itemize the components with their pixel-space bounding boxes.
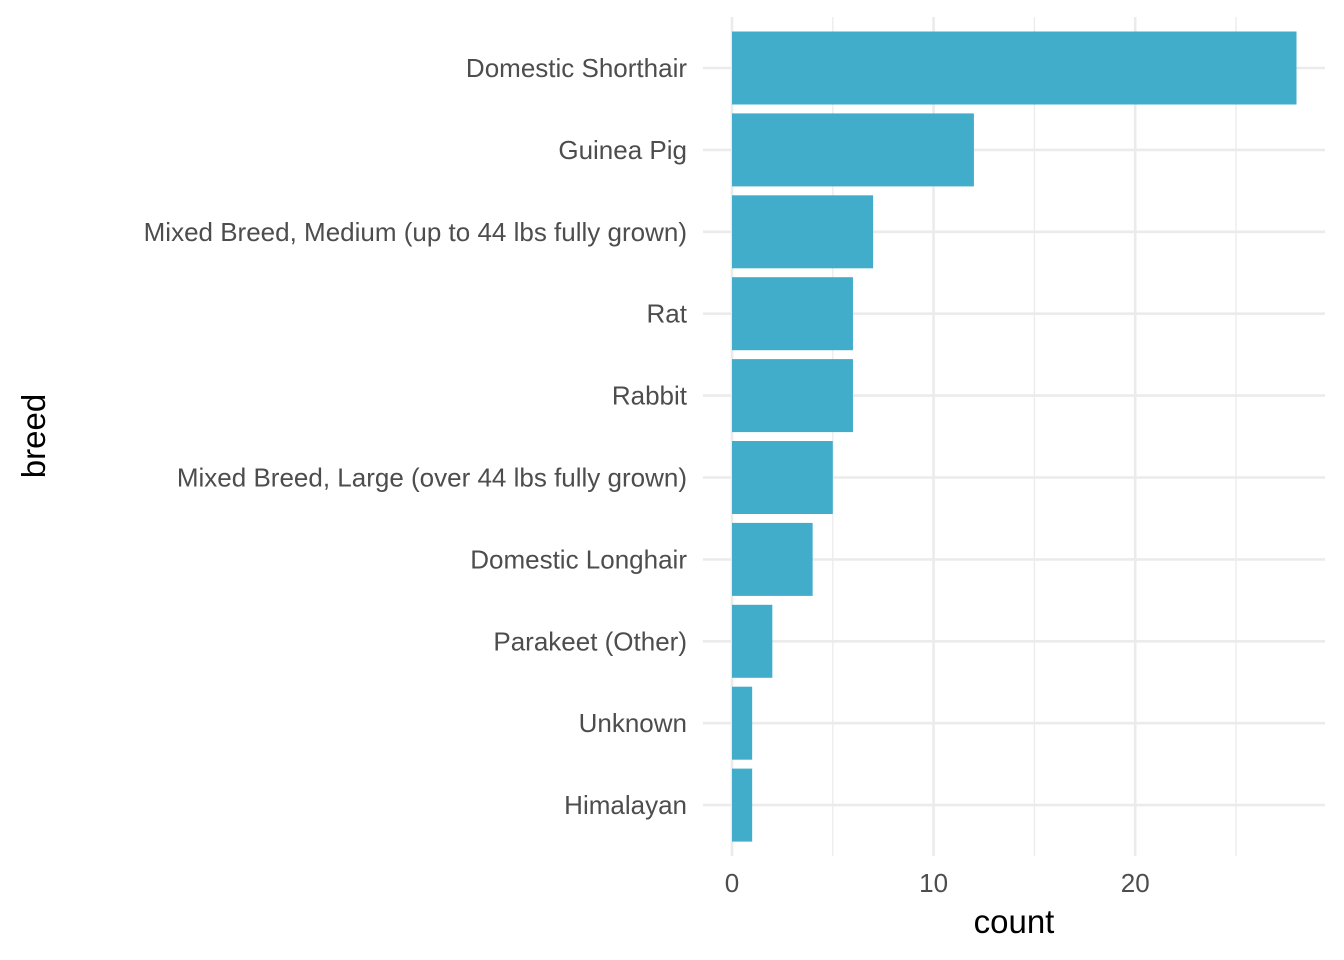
x-axis-title: count	[974, 903, 1055, 940]
bars	[732, 31, 1297, 842]
x-tick-label: 20	[1121, 868, 1150, 898]
x-tick-labels: 0 10 20	[725, 868, 1150, 898]
y-tick-label: Mixed Breed, Large (over 44 lbs fully gr…	[177, 463, 687, 493]
x-tick-label: 10	[919, 868, 948, 898]
y-tick-label: Domestic Longhair	[470, 544, 687, 574]
bar	[732, 359, 853, 433]
bar	[732, 604, 773, 678]
y-tick-label: Rabbit	[612, 381, 688, 411]
y-tick-label: Himalayan	[564, 790, 687, 820]
bar	[732, 522, 813, 596]
bar	[732, 441, 833, 514]
bar	[732, 113, 974, 187]
bar	[732, 277, 853, 351]
y-axis-title: breed	[15, 394, 52, 478]
bar	[732, 768, 753, 842]
bar	[732, 195, 874, 269]
y-tick-label: Mixed Breed, Medium (up to 44 lbs fully …	[144, 217, 687, 247]
y-tick-label: Guinea Pig	[558, 135, 687, 165]
y-tick-labels: Domestic Shorthair Guinea Pig Mixed Breed,…	[144, 53, 688, 820]
y-tick-label: Parakeet (Other)	[493, 626, 687, 656]
y-tick-label: Unknown	[579, 708, 687, 738]
bar	[732, 31, 1297, 105]
bar	[732, 686, 753, 760]
x-tick-label: 0	[725, 868, 739, 898]
y-tick-label: Domestic Shorthair	[466, 53, 687, 83]
y-tick-label: Rat	[647, 299, 688, 329]
